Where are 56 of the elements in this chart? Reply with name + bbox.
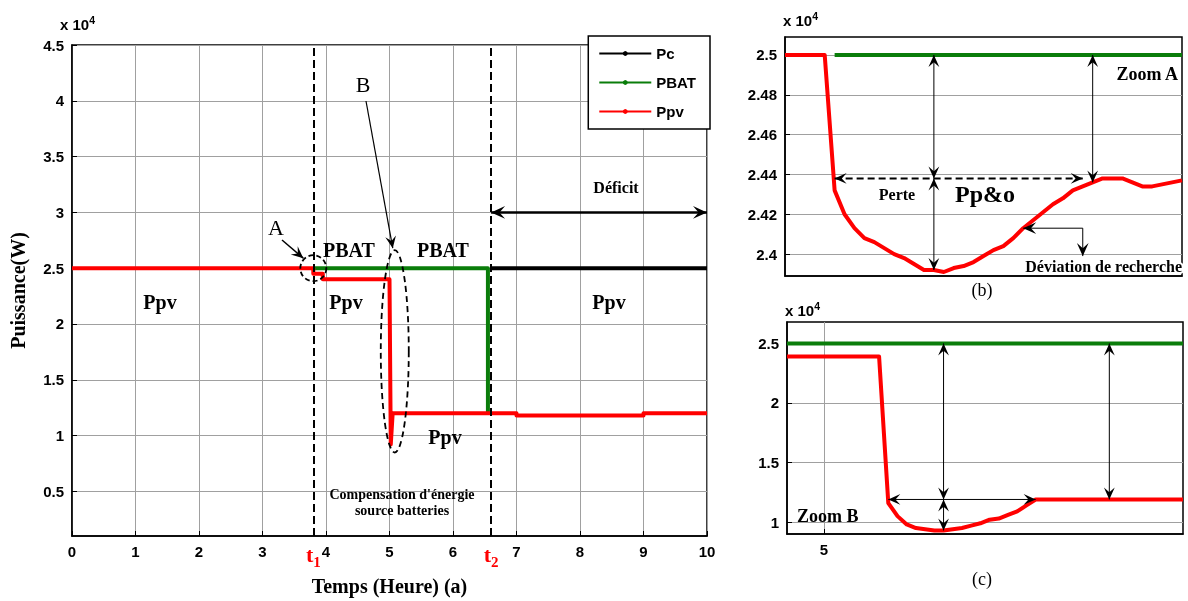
y-tick-label: 4 [55,92,65,110]
y-tick-label: 2.4 [756,245,778,263]
x-tick-label: 9 [639,543,648,560]
text: (c) [972,569,992,590]
x-tick-label: 0 [67,543,77,560]
y-axis-title: Puissance(W) [7,232,30,349]
y-tick-label: 2.5 [756,46,777,64]
text: (b) [971,280,993,301]
y-tick-label: 2 [55,315,64,333]
annotation: PBAT [323,238,376,261]
y-tick-label: 2.46 [747,126,777,144]
annotation: Déficit [593,178,640,196]
annotation: Ppv [428,425,462,449]
legend-label: Pc [656,45,675,62]
annotation: Perte [878,186,916,203]
x-tick-label: 8 [575,543,585,560]
x-tick-label: 6 [448,543,458,560]
annotation: PBAT [417,238,470,261]
line-series [70,266,709,447]
x-tick-label: 5 [385,543,394,560]
x-tick-label: 7 [512,543,521,560]
y-tick-label: 3.5 [43,148,64,166]
y-tick-label: 1 [770,513,779,531]
y-tick-label: 2.5 [43,259,64,277]
y-tick-label: 1.5 [43,371,64,389]
y-tick-label: 0.5 [43,482,64,500]
legend-label: Ppv [656,103,685,120]
y-tick-label: 2.44 [747,165,778,183]
y-tick-label: 1 [55,427,64,445]
annotation: A [268,215,285,241]
x-tick-label: 4 [321,543,331,560]
text: x 10$^{4}$ [783,10,819,29]
annotation: Ppv [592,290,626,314]
x-tick-label: 1 [131,543,140,560]
y-tick-label: 3 [55,203,64,221]
annotation: Pp&o [955,181,1015,207]
y-tick-label: 2.5 [758,334,779,352]
annotation: Compensation d'énergie source batteries [329,486,475,519]
x-tick-label: 10 [698,543,716,560]
text: x 10$^{4}$ [60,14,96,33]
text: x 10$^{4}$ [785,300,821,319]
x-tick-label: 2 [194,543,204,560]
annotation: B [355,72,371,98]
annotation: Zoom A [1116,64,1178,84]
annotation: Zoom B [797,506,859,526]
annotation: Ppv [329,290,363,314]
x-axis-title: Temps (Heure) (a) [311,575,468,598]
annotation: Ppv [143,290,177,314]
y-tick-label: 4.5 [43,36,64,54]
y-tick-label: 2 [770,394,779,412]
y-tick-label: 2.48 [747,86,777,104]
y-tick-label: 2.42 [747,205,777,223]
x-tick-label: 3 [258,543,267,560]
y-tick-label: 1.5 [758,454,779,472]
legend-label: PBAT [656,74,697,91]
x-tick-label: 5 [819,541,829,558]
